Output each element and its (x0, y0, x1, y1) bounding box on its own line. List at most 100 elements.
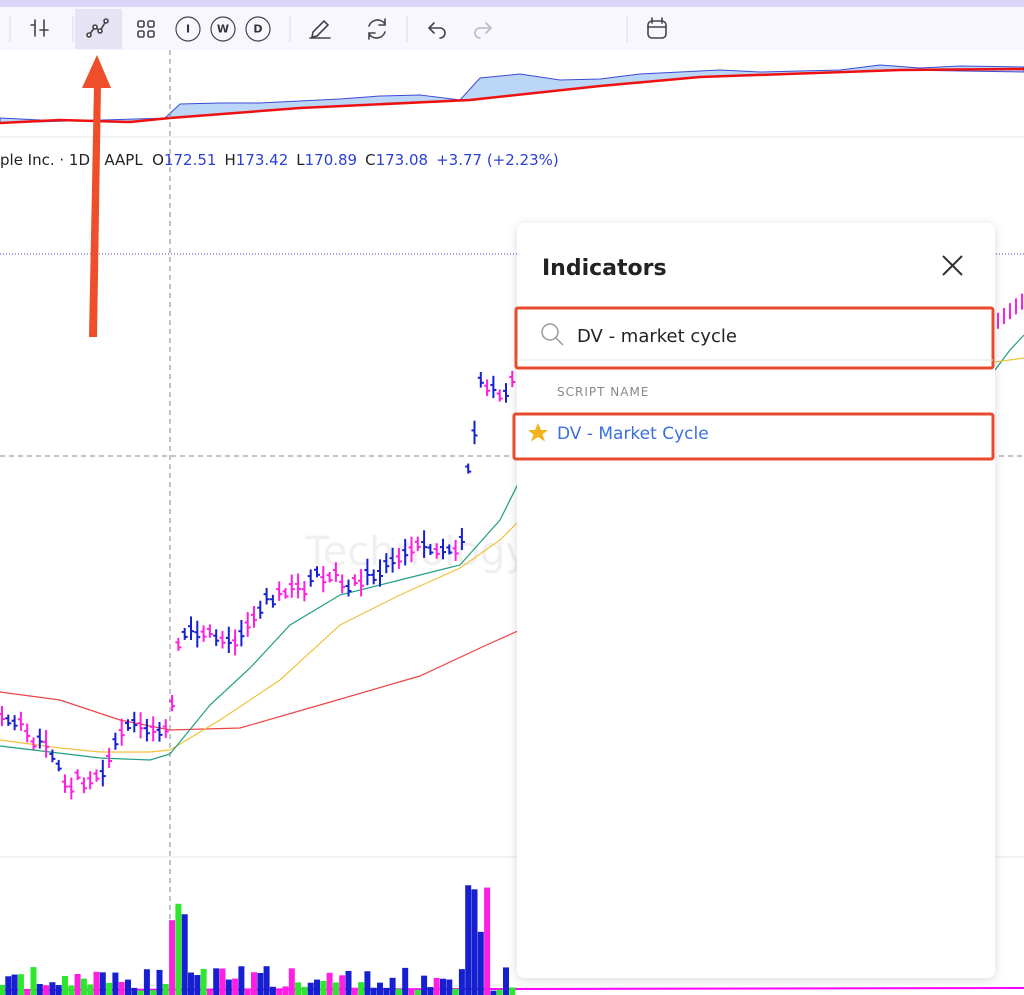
volume-bar (232, 978, 239, 995)
section-header: SCRIPT NAME (557, 385, 649, 399)
ohlc-key: L (296, 151, 305, 169)
volume-bar (295, 982, 302, 995)
volume-bar (496, 989, 503, 995)
volume-bar (62, 975, 68, 995)
interval-button[interactable]: I (186, 23, 190, 36)
change: +3.77 (+2.23%) (436, 151, 559, 169)
volume-bar (326, 972, 333, 995)
volume-bar (219, 968, 226, 995)
refresh-icon[interactable] (368, 18, 386, 40)
volume-bar (339, 975, 346, 995)
indicators-panel: Indicators DV - market cycle SCRIPT NAME… (512, 223, 995, 978)
volume-bar (332, 982, 339, 995)
volume-bar (17, 974, 24, 995)
volume-bar (188, 972, 194, 995)
volume-bar (471, 889, 478, 995)
volume-bar (150, 990, 157, 995)
volume-bar (503, 967, 509, 995)
search-box[interactable] (514, 306, 995, 370)
search-icon (541, 323, 559, 341)
volume-bar (137, 990, 144, 995)
volume-bar (414, 989, 421, 995)
volume-bar (238, 966, 245, 995)
volume-bar (509, 987, 516, 995)
volume-bar (251, 972, 257, 995)
volume-bar (395, 988, 402, 995)
volume-bar (156, 969, 163, 995)
volume-bar (263, 966, 270, 995)
volume-bar (288, 968, 295, 995)
favorite-star[interactable] (528, 423, 548, 442)
volume-bar (465, 885, 472, 995)
volume-bar (269, 986, 276, 995)
volume-bar (36, 983, 43, 995)
volume-bar (112, 972, 119, 995)
redo-icon[interactable] (474, 22, 493, 39)
volume-bar (244, 989, 251, 995)
volume-bar (194, 975, 201, 995)
top-strip (0, 0, 1024, 7)
volume-bar (206, 990, 213, 995)
volume-bar (314, 979, 320, 995)
bars-icon[interactable] (30, 19, 49, 37)
volume-bar (106, 982, 113, 995)
volume-bar (276, 990, 283, 995)
volume-bar (162, 984, 169, 995)
toolbar-icons[interactable] (30, 9, 667, 49)
ohlc-key: H (224, 151, 235, 169)
indicator-icon[interactable] (88, 20, 107, 36)
volume-bar (87, 984, 94, 995)
volume-bar (11, 974, 18, 995)
volume-bar (452, 988, 459, 995)
volume-bar (421, 975, 428, 995)
volume-bar (175, 903, 182, 995)
volume-bar (143, 969, 150, 995)
legend: ple Inc. · 1D · AAPL O172.51 H173.42 L170.8… (0, 151, 559, 169)
volume-bar (225, 979, 232, 995)
volume-bar (490, 990, 497, 995)
search-input[interactable]: DV - market cycle (577, 326, 737, 347)
close-button[interactable] (942, 255, 963, 276)
volume-bar (24, 989, 31, 995)
result-row[interactable] (512, 412, 995, 461)
interval-button[interactable]: W (217, 23, 229, 36)
ohlc-key: O (152, 151, 164, 169)
layout-icon[interactable] (137, 20, 155, 38)
volume-bar (55, 985, 62, 995)
undo-icon[interactable] (427, 22, 446, 39)
volume-bar (358, 982, 365, 995)
volume-bar (383, 987, 390, 995)
volume-bar (43, 985, 50, 995)
result-name[interactable]: DV - Market Cycle (557, 424, 709, 444)
calendar-icon[interactable] (647, 20, 667, 39)
pencil-icon[interactable] (309, 19, 331, 39)
toolbar-separators (9, 16, 628, 42)
volume-bar (0, 984, 5, 995)
ohlc-value: 173.42 (236, 151, 289, 169)
volume-bar (446, 979, 453, 995)
annotation-arrow (82, 55, 111, 337)
volume-bar (320, 980, 327, 995)
volume-bar (257, 972, 264, 995)
volume-bar (49, 982, 56, 995)
ohlc-key: C (365, 151, 375, 169)
volume-bar (484, 887, 491, 995)
volume-bar (169, 920, 176, 995)
volume-bar (458, 969, 465, 995)
volume-bar (345, 970, 352, 995)
volume-bar (68, 985, 75, 995)
volume-bar (99, 972, 106, 995)
volume-bar (131, 987, 138, 995)
ohlc-value: 170.89 (305, 151, 358, 169)
ma-yellow (0, 519, 521, 753)
chart-area: Technology (0, 50, 1024, 995)
toolbar (0, 7, 1024, 50)
interval-button[interactable]: D (253, 23, 262, 36)
volume-bar (125, 979, 131, 995)
volume-bar (80, 978, 87, 995)
volume-bar (370, 987, 377, 995)
volume-bar (427, 987, 434, 995)
volume-bar (433, 977, 440, 995)
ma-green (0, 479, 521, 761)
